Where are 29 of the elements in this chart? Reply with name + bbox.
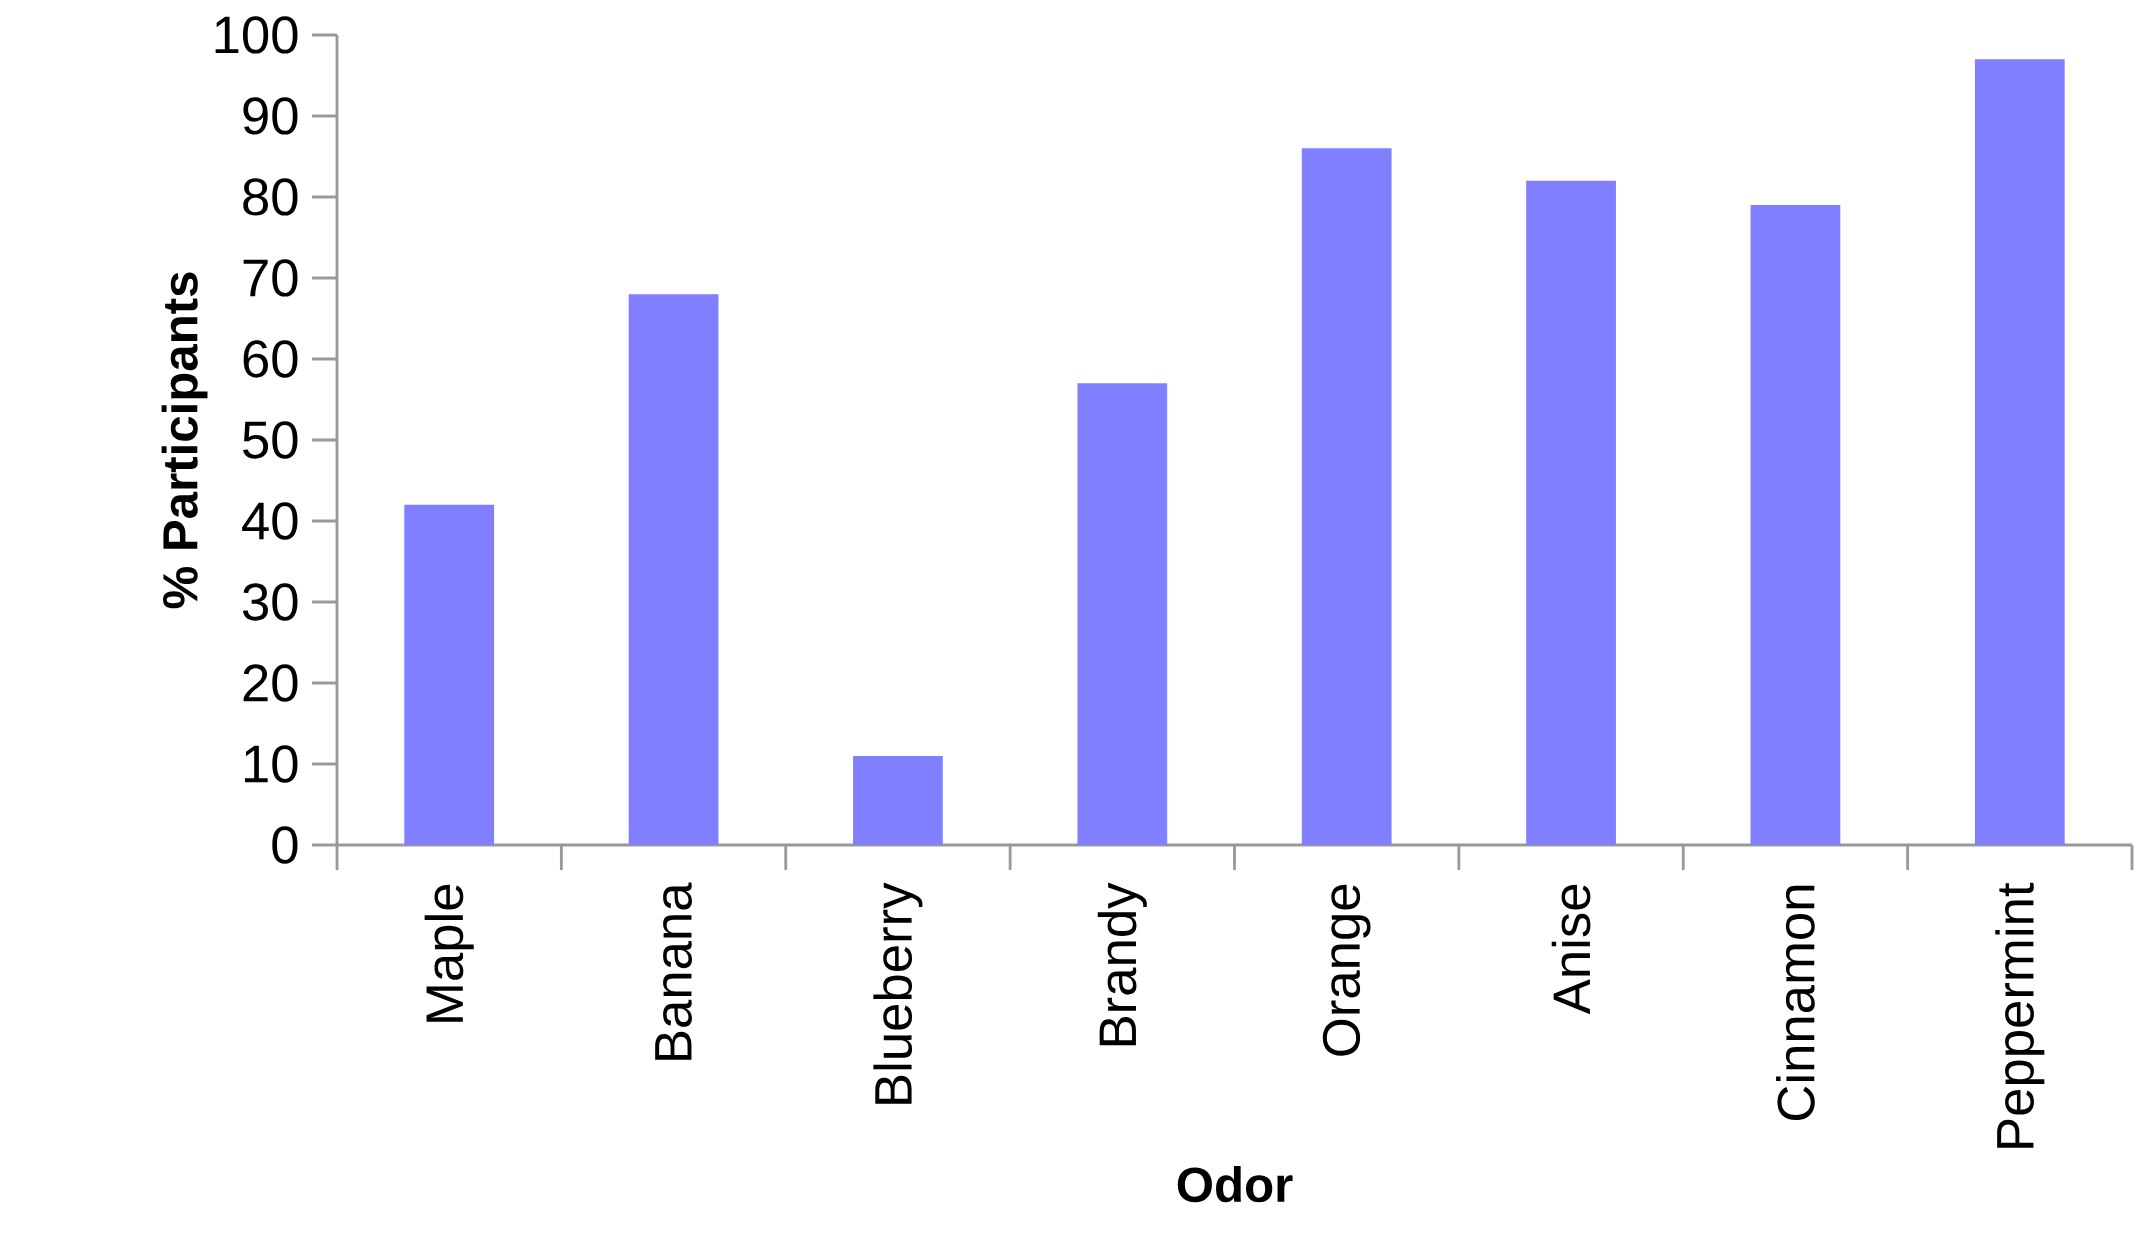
y-tick-label: 10	[244, 745, 298, 783]
x-tick-label: Orange	[1322, 884, 1371, 1056]
bar	[1750, 205, 1841, 845]
x-tick-label: Anise	[1551, 884, 1591, 1015]
x-tick-label: Maple	[424, 884, 474, 1022]
bar	[628, 294, 719, 845]
y-tick-label: 40	[242, 502, 298, 540]
bar	[1974, 59, 2065, 845]
y-axis-title: % Participants	[161, 272, 208, 609]
x-tick-label: Peppermint	[1995, 882, 2045, 1148]
y-tick-label: 100	[215, 16, 298, 54]
bar	[1077, 383, 1168, 845]
y-tick-label: 80	[243, 178, 298, 216]
y-tick-label: 60	[243, 340, 298, 378]
y-tick-label: 90	[243, 97, 298, 135]
y-tick-label: 30	[242, 583, 298, 621]
bar	[853, 755, 943, 845]
bar	[404, 504, 495, 845]
x-tick-label: Brandy	[1097, 882, 1147, 1046]
x-tick-label: Banana	[655, 882, 692, 1060]
bar	[1526, 180, 1616, 845]
y-tick-label: 70	[243, 259, 298, 297]
x-tick-label: Cinnamon	[1776, 885, 1815, 1121]
y-tick-label: 20	[243, 664, 298, 702]
y-tick-label: 50	[243, 421, 298, 459]
x-axis-title: Odor	[1177, 1166, 1293, 1203]
y-tick-label: 0	[272, 826, 298, 864]
bar	[1301, 148, 1392, 845]
x-tick-label: Blueberry	[873, 882, 923, 1104]
